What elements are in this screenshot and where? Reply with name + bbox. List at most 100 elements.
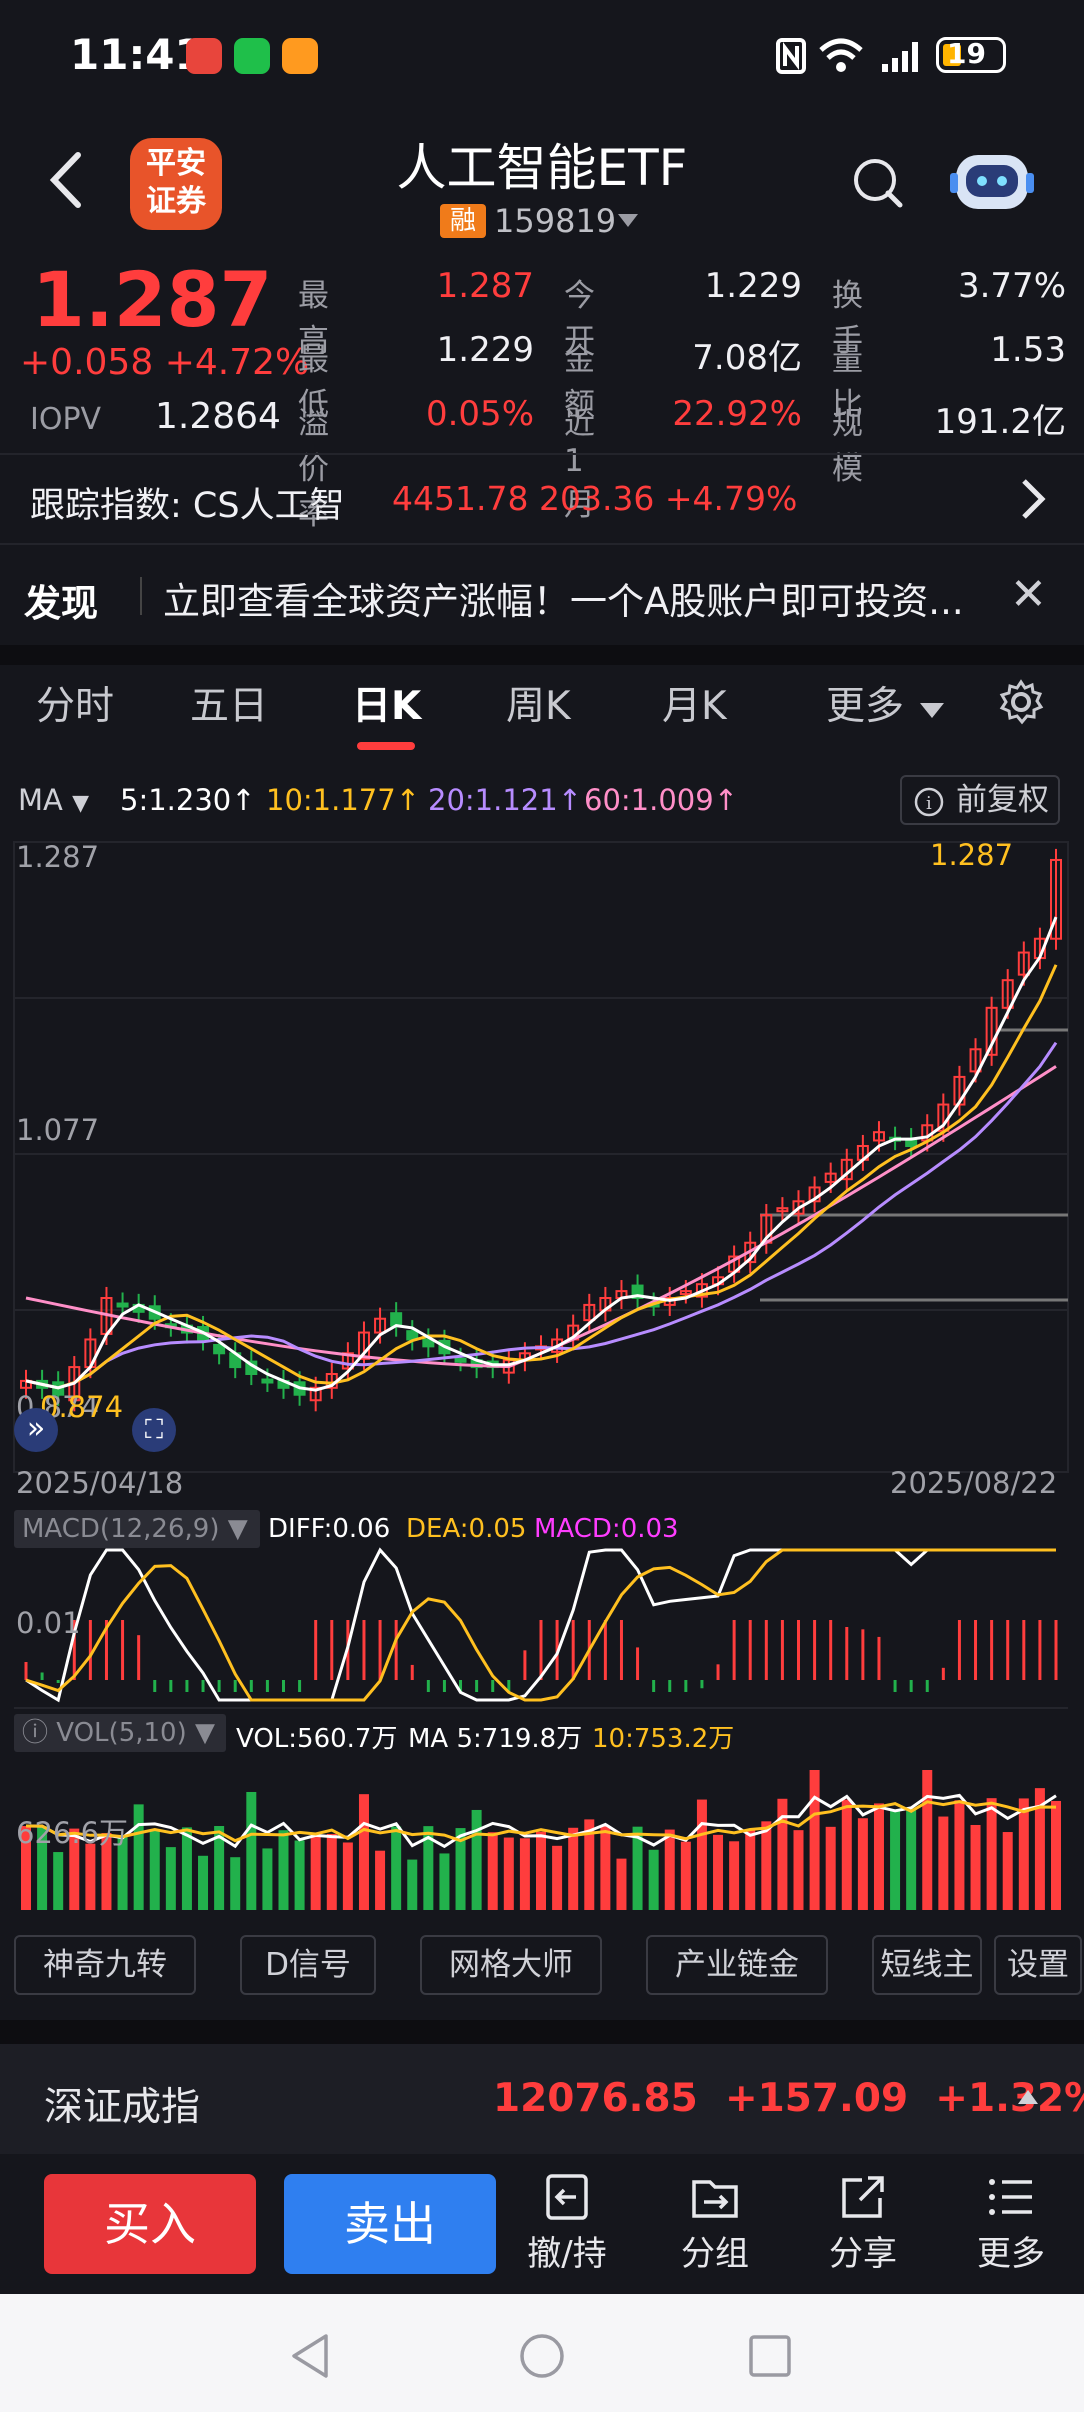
period-tabs: 分时 五日 日K 周K 月K 更多 [0, 665, 1084, 765]
ma5-line [25, 916, 1058, 1392]
app-notification-icon [282, 38, 318, 74]
divider [0, 453, 1084, 455]
share-button[interactable]: 分享 [808, 2172, 918, 2275]
tracking-index-row[interactable]: 跟踪指数: CS人工智 4451.78 203.36 +4.79% [0, 455, 1084, 543]
volume-bar [568, 1827, 579, 1910]
tab-daily-k[interactable]: 日K [352, 684, 422, 729]
buy-button[interactable]: 买入 [44, 2174, 256, 2274]
volume-bar [873, 1803, 884, 1910]
svg-text:i: i [926, 793, 932, 814]
ma-selector[interactable]: MA ▼ [18, 783, 89, 817]
chevron-down-icon [920, 703, 945, 718]
sell-button[interactable]: 卖出 [284, 2174, 496, 2274]
volume-bar [519, 1838, 530, 1910]
volume-bar [214, 1826, 225, 1910]
volume-bar [198, 1855, 209, 1910]
volume-bar [262, 1848, 273, 1910]
macd-value: MACD:0.03 [534, 1514, 679, 1544]
vol-ma5-line [25, 1793, 1057, 1849]
gear-icon[interactable] [998, 679, 1044, 725]
tab-weekly-k[interactable]: 周K [506, 684, 571, 729]
folder-icon [692, 2180, 738, 2218]
battery-icon: 19 [936, 37, 1006, 73]
volume-bar [600, 1826, 611, 1910]
tool-button[interactable]: 短线主 [872, 1935, 982, 1995]
ma10-line [25, 964, 1058, 1390]
volume-bar [310, 1835, 321, 1910]
volume-bar [841, 1799, 852, 1910]
vol-ma10-line [25, 1800, 1057, 1843]
grid-label: 最低 [298, 342, 329, 423]
market-index-ticker[interactable]: 深证成指 12076.85 +157.09 +1.32% [0, 2044, 1084, 2154]
grid-value: 1.287 [436, 266, 534, 306]
chevron-up-icon[interactable] [1018, 2090, 1038, 2104]
vol-axis-label: 626.6万 [16, 1816, 129, 1850]
tool-button[interactable]: 产业链金 [646, 1935, 828, 1995]
grid-label: 金额 [564, 342, 595, 423]
candle [309, 1386, 322, 1402]
volume-bar [648, 1849, 659, 1910]
candle [341, 1352, 354, 1370]
volume-bar [1034, 1788, 1045, 1910]
volume-bar [246, 1791, 257, 1910]
tracking-index-value: 4451.78 203.36 +4.79% [392, 479, 798, 518]
volume-bar [117, 1836, 128, 1910]
search-icon[interactable] [850, 155, 906, 211]
fullscreen-icon[interactable]: ⛶ [132, 1408, 176, 1452]
grid-value: 3.77% [957, 266, 1066, 306]
volume-bar [278, 1830, 289, 1910]
volume-bar [69, 1828, 80, 1910]
candle [454, 1357, 467, 1363]
volume-bar [938, 1816, 949, 1910]
tab-intraday[interactable]: 分时 [36, 684, 115, 729]
chart-canvas[interactable] [0, 830, 1084, 1980]
clock: 11:41 [70, 30, 204, 79]
nav-home-icon[interactable] [518, 2332, 566, 2380]
diff-value: DIFF:0.06 [268, 1514, 391, 1544]
volume-bar [616, 1858, 627, 1910]
back-icon[interactable] [40, 145, 100, 215]
chevron-right-icon [1022, 479, 1046, 519]
volume-bar [552, 1845, 563, 1910]
volume-bar [358, 1794, 369, 1910]
close-icon[interactable]: ✕ [1010, 569, 1047, 620]
volume-bar [857, 1818, 868, 1910]
tool-button[interactable]: 神奇九转 [14, 1935, 196, 1995]
tools-settings-button[interactable]: 设置 [994, 1935, 1082, 1995]
more-button[interactable]: 更多 [956, 2172, 1066, 2275]
grid-label: 溢价率 [298, 406, 329, 532]
volume-bar [181, 1827, 192, 1910]
tab-five-day[interactable]: 五日 [190, 684, 269, 729]
app-header: 平安 证券 人工智能ETF 融 159819 [0, 110, 1084, 255]
grid-label: 换手 [832, 278, 863, 359]
nav-back-icon[interactable] [288, 2332, 332, 2380]
tool-button[interactable]: D信号 [240, 1935, 376, 1995]
nav-recents-icon[interactable] [748, 2334, 792, 2378]
news-text[interactable]: 立即查看全球资产涨幅！一个A股账户即可投资... [163, 580, 964, 623]
ai-assistant-icon[interactable] [950, 145, 1034, 217]
volume-bar [986, 1798, 997, 1910]
macd-selector[interactable]: MACD(12,26,9) ▼ [14, 1510, 260, 1548]
volume-bar [375, 1850, 386, 1910]
volume-bar [745, 1829, 756, 1910]
volume-bar [1018, 1798, 1029, 1910]
adjust-price-button[interactable]: i 前复权 [900, 775, 1060, 825]
cancel-hold-button[interactable]: 撤/持 [512, 2172, 622, 2275]
status-bar: 11:41 19 [0, 0, 1084, 110]
news-tag: 发现 [24, 582, 98, 625]
tab-monthly-k[interactable]: 月K [662, 684, 727, 729]
divider [140, 577, 142, 615]
volume-bar [890, 1810, 901, 1910]
group-button[interactable]: 分组 [660, 2172, 770, 2275]
x-axis-end: 2025/08/22 [890, 1466, 1058, 1500]
expand-sidebar-button[interactable]: » [14, 1408, 58, 1452]
volume-bar [423, 1826, 434, 1910]
volume-selector[interactable]: ⓘ VOL(5,10) ▼ [14, 1714, 226, 1752]
tab-more[interactable]: 更多 [826, 675, 945, 731]
candle [824, 1172, 837, 1183]
notification-app-icon [186, 38, 222, 74]
news-banner[interactable]: 发现 立即查看全球资产涨幅！一个A股账户即可投资... ✕ [0, 545, 1084, 645]
kline-chart[interactable]: 1.287 1.077 0.874 1.287 0.874 » ⛶ 2025/0… [0, 830, 1084, 1980]
tool-button[interactable]: 网格大师 [420, 1935, 602, 1995]
volume-bar [954, 1800, 965, 1910]
